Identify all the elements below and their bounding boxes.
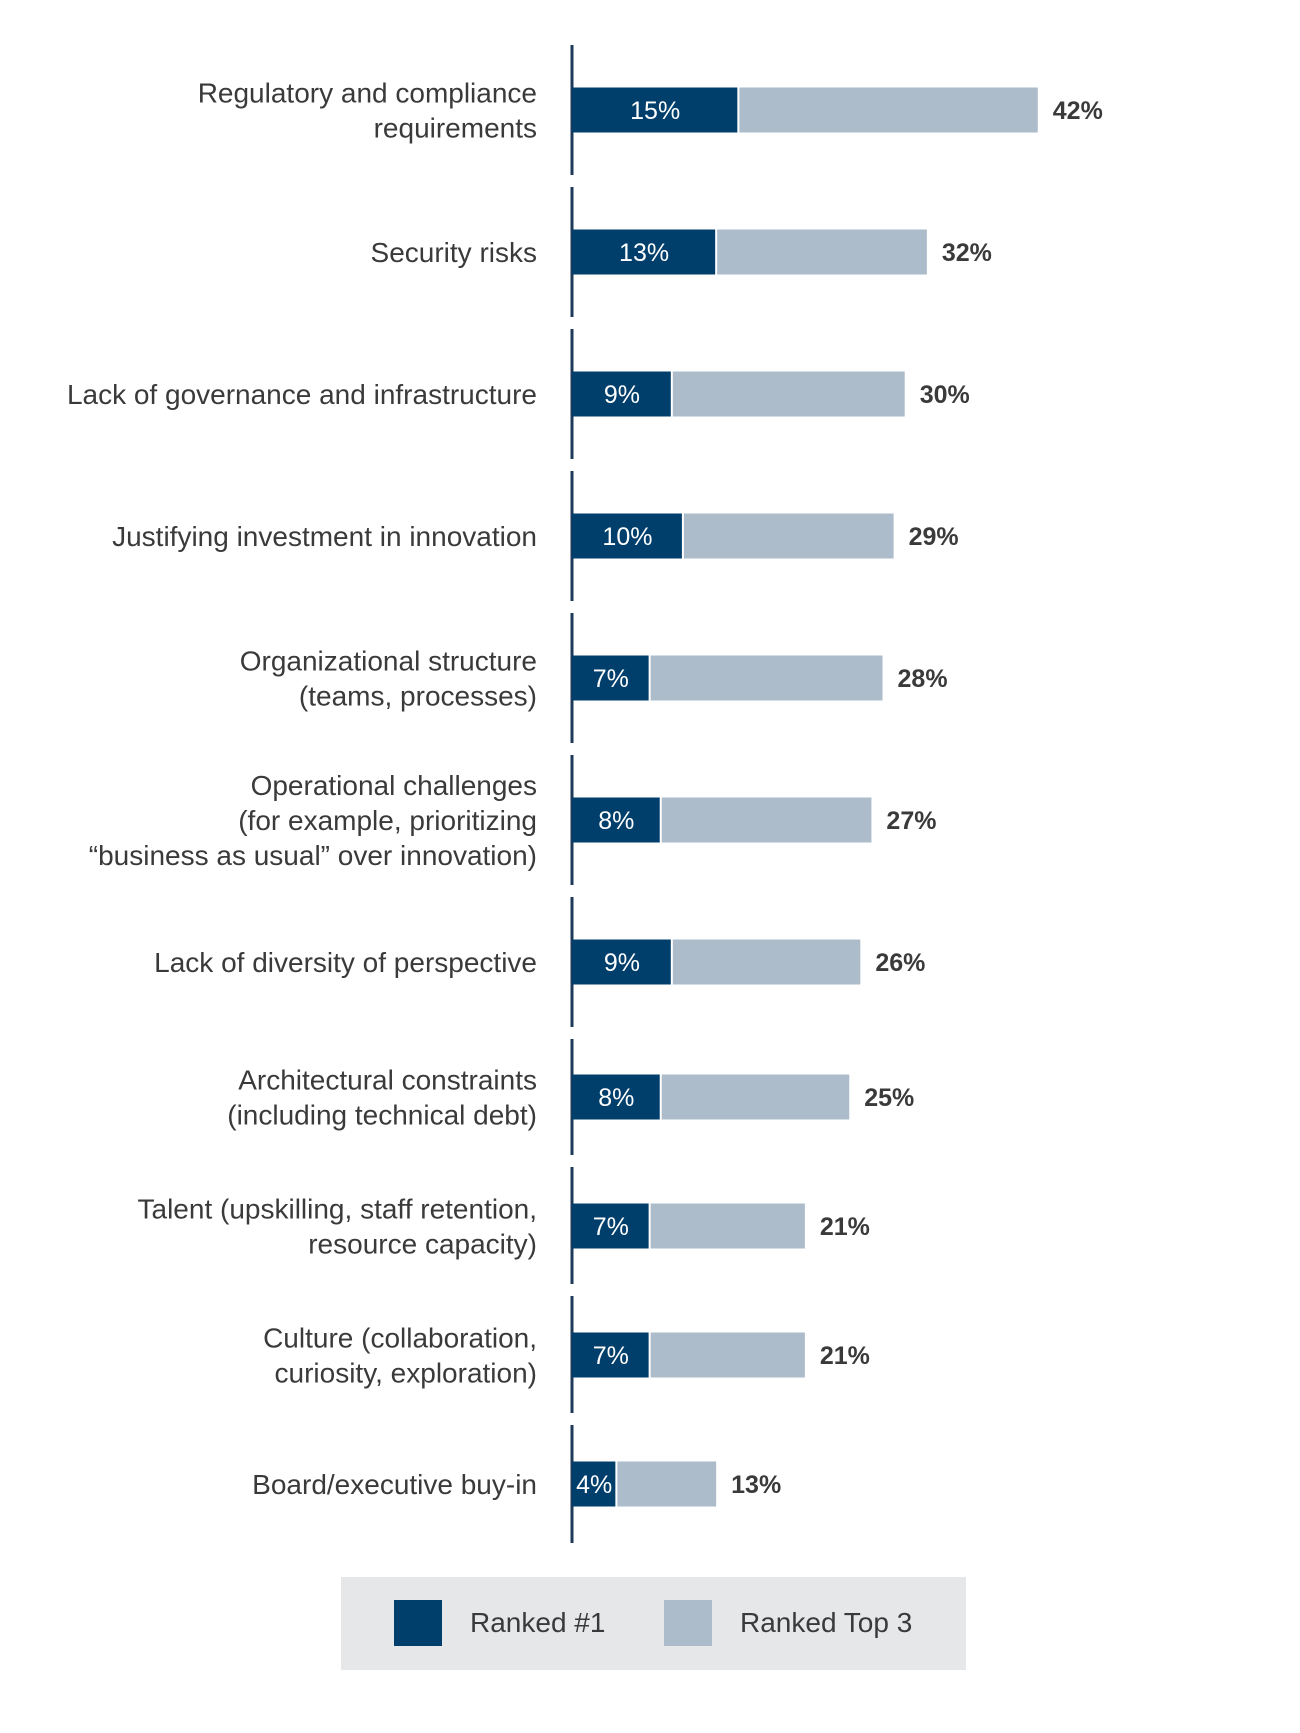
category-label-line: Lack of governance and infrastructure bbox=[67, 379, 537, 410]
category-label: Talent (upskilling, staff retention, reso… bbox=[138, 1194, 537, 1260]
data-label-ranked-top3: 30% bbox=[920, 381, 970, 409]
bar-ranked-1 bbox=[572, 1203, 650, 1249]
category-label-line: Lack of diversity of perspective bbox=[154, 947, 537, 978]
data-label-ranked-top3: 13% bbox=[731, 1471, 781, 1499]
category-label-line: (including technical debt) bbox=[227, 1100, 537, 1131]
category-label-line: Board/executive buy-in bbox=[252, 1469, 537, 1500]
bar-ranked-1 bbox=[572, 797, 661, 843]
bar-ranked-1 bbox=[572, 513, 683, 559]
category-label-line: (for example, prioritizing bbox=[238, 805, 537, 836]
bar-ranked-1 bbox=[572, 371, 672, 417]
category-label-line: Talent (upskilling, staff retention, bbox=[138, 1194, 537, 1225]
data-label-ranked-1: 8% bbox=[598, 807, 634, 835]
category-label: Lack of diversity of perspective bbox=[154, 947, 537, 978]
category-label-line: Security risks bbox=[371, 237, 537, 268]
legend-item-ranked-top3: Ranked Top 3 bbox=[664, 1599, 912, 1647]
legend: Ranked #1 Ranked Top 3 bbox=[341, 1577, 966, 1670]
data-label-ranked-top3: 32% bbox=[942, 239, 992, 267]
data-label-ranked-1: 7% bbox=[593, 1213, 629, 1241]
data-label-ranked-top3: 42% bbox=[1053, 97, 1103, 125]
category-label: Operational challenges (for example, prio… bbox=[89, 770, 537, 871]
category-label-line: curiosity, exploration) bbox=[275, 1358, 537, 1389]
data-label-ranked-1: 4% bbox=[576, 1471, 612, 1499]
category-label-line: (teams, processes) bbox=[299, 681, 537, 712]
bar-chart: Regulatory and compliance requirements 15%… bbox=[67, 45, 1103, 1543]
category-label-line: requirements bbox=[374, 113, 537, 144]
category-label-line: Culture (collaboration, bbox=[263, 1323, 537, 1354]
category-label: Architectural constraints (including tech… bbox=[227, 1065, 537, 1131]
bar-ranked-1 bbox=[572, 87, 739, 133]
data-label-ranked-top3: 25% bbox=[864, 1084, 914, 1112]
data-label-ranked-1: 8% bbox=[598, 1084, 634, 1112]
bar-ranked-1 bbox=[572, 655, 650, 701]
data-label-ranked-top3: 21% bbox=[820, 1342, 870, 1370]
legend-swatch-ranked-1 bbox=[394, 1600, 442, 1646]
category-label: Regulatory and compliance requirements bbox=[198, 78, 537, 144]
data-label-ranked-top3: 29% bbox=[909, 523, 959, 551]
data-label-ranked-1: 15% bbox=[630, 97, 680, 125]
category-label-line: Regulatory and compliance bbox=[198, 78, 537, 109]
category-label: Security risks bbox=[371, 237, 537, 268]
legend-label-ranked-1: Ranked #1 bbox=[470, 1607, 606, 1638]
data-label-ranked-top3: 26% bbox=[875, 949, 925, 977]
category-label-line: Operational challenges bbox=[251, 770, 537, 801]
data-label-ranked-1: 9% bbox=[604, 381, 640, 409]
data-label-ranked-1: 10% bbox=[602, 523, 652, 551]
bar-ranked-1 bbox=[572, 1461, 617, 1507]
data-label-ranked-1: 13% bbox=[619, 239, 669, 267]
category-label-line: resource capacity) bbox=[308, 1229, 537, 1260]
data-label-ranked-1: 7% bbox=[593, 1342, 629, 1370]
data-label-ranked-top3: 27% bbox=[886, 807, 936, 835]
category-label: Culture (collaboration, curiosity, explor… bbox=[263, 1323, 537, 1389]
data-label-ranked-1: 7% bbox=[593, 665, 629, 693]
category-label-line: “business as usual” over innovation) bbox=[89, 840, 537, 871]
category-label-line: Architectural constraints bbox=[238, 1065, 537, 1096]
bar-ranked-1 bbox=[572, 229, 717, 275]
legend-item-ranked-1: Ranked #1 bbox=[394, 1599, 605, 1647]
legend-label-ranked-top3: Ranked Top 3 bbox=[740, 1607, 913, 1638]
category-label: Organizational structure (teams, processe… bbox=[240, 646, 537, 712]
category-label-line: Organizational structure bbox=[240, 646, 537, 677]
bar-ranked-1 bbox=[572, 1332, 650, 1378]
legend-swatch-ranked-top3 bbox=[664, 1600, 712, 1646]
bar-ranked-1 bbox=[572, 1074, 661, 1120]
data-label-ranked-top3: 21% bbox=[820, 1213, 870, 1241]
category-label: Justifying investment in innovation bbox=[112, 521, 537, 552]
category-label-line: Justifying investment in innovation bbox=[112, 521, 537, 552]
data-label-ranked-1: 9% bbox=[604, 949, 640, 977]
data-label-ranked-top3: 28% bbox=[898, 665, 948, 693]
category-label: Lack of governance and infrastructure bbox=[67, 379, 537, 410]
category-label: Board/executive buy-in bbox=[252, 1469, 537, 1500]
bar-ranked-1 bbox=[572, 939, 672, 985]
